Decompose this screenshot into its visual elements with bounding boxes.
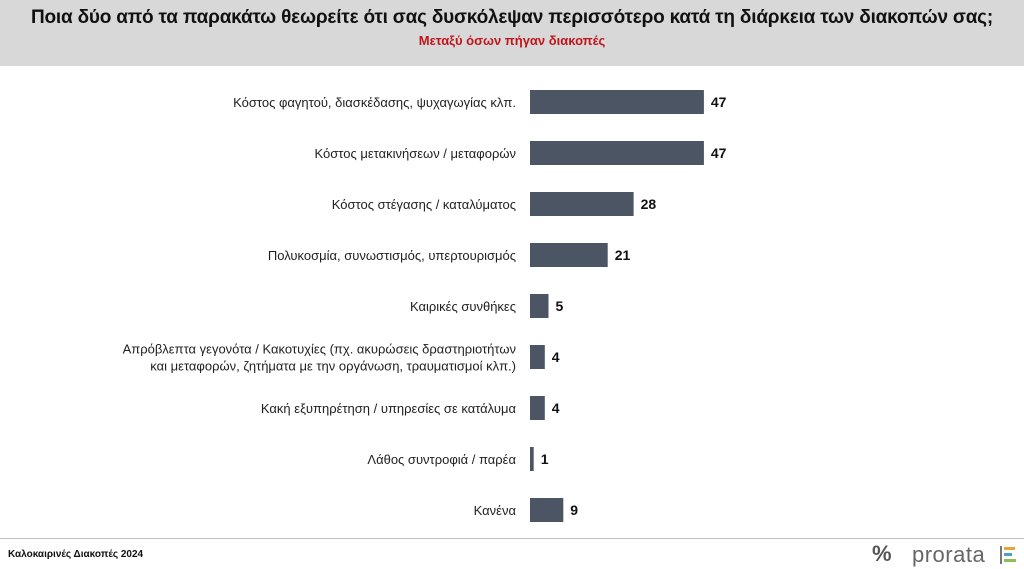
category-label-0: Κόστος φαγητού, διασκέδασης, ψυχαγωγίας … xyxy=(233,95,516,110)
survey-name: Καλοκαιρινές Διακοπές 2024 xyxy=(8,549,144,560)
category-label-5-line-0: Απρόβλεπτα γεγονότα / Κακοτυχίες (πχ. ακ… xyxy=(123,342,516,357)
category-label-5-line-1: και μεταφορών, ζητήματα με την οργάνωση,… xyxy=(150,359,516,374)
logo-wordmark: prorata xyxy=(912,542,986,567)
logo-percent-symbol: % xyxy=(872,541,892,566)
category-label-6: Κακή εξυπηρέτηση / υπηρεσίες σε κατάλυμα xyxy=(261,401,517,416)
value-label-1: 47 xyxy=(711,145,727,161)
category-label-7: Λάθος συντροφιά / παρέα xyxy=(367,452,516,467)
footer-divider xyxy=(0,538,1024,539)
value-label-5: 4 xyxy=(552,349,560,365)
logo-bars-icon xyxy=(1000,546,1016,564)
value-label-3: 21 xyxy=(615,247,631,263)
bar-2 xyxy=(530,192,634,216)
category-label-3: Πολυκοσμία, συνωστισμός, υπερτουρισμός xyxy=(268,248,516,263)
bars-group: 47 Κόστος φαγητού, διασκέδασης, ψυχαγωγία… xyxy=(123,90,727,522)
bar-0 xyxy=(530,90,704,114)
bar-7 xyxy=(530,447,534,471)
chart-subtitle: Μεταξύ όσων πήγαν διακοπές xyxy=(418,33,606,48)
value-label-7: 1 xyxy=(541,451,549,467)
prorata-logo: % prorata xyxy=(872,540,1020,568)
bar-4 xyxy=(530,294,549,318)
bar-chart: 47 Κόστος φαγητού, διασκέδασης, ψυχαγωγία… xyxy=(123,90,727,522)
category-label-1: Κόστος μετακινήσεων / μεταφορών xyxy=(315,146,516,161)
value-label-6: 4 xyxy=(552,400,560,416)
bar-6 xyxy=(530,396,545,420)
bar-8 xyxy=(530,498,564,522)
category-label-8: Κανένα xyxy=(474,503,517,518)
value-label-8: 9 xyxy=(570,502,578,518)
chart-title: Ποια δύο από τα παρακάτω θεωρείτε ότι σα… xyxy=(31,7,993,28)
bar-1 xyxy=(530,141,704,165)
category-label-2: Κόστος στέγασης / καταλύματος xyxy=(332,197,516,212)
bar-3 xyxy=(530,243,608,267)
category-label-4: Καιρικές συνθήκες xyxy=(410,299,516,314)
value-label-4: 5 xyxy=(556,298,564,314)
value-label-0: 47 xyxy=(711,94,727,110)
chart-header: Ποια δύο από τα παρακάτω θεωρείτε ότι σα… xyxy=(0,0,1024,66)
bar-5 xyxy=(530,345,545,369)
value-label-2: 28 xyxy=(641,196,657,212)
